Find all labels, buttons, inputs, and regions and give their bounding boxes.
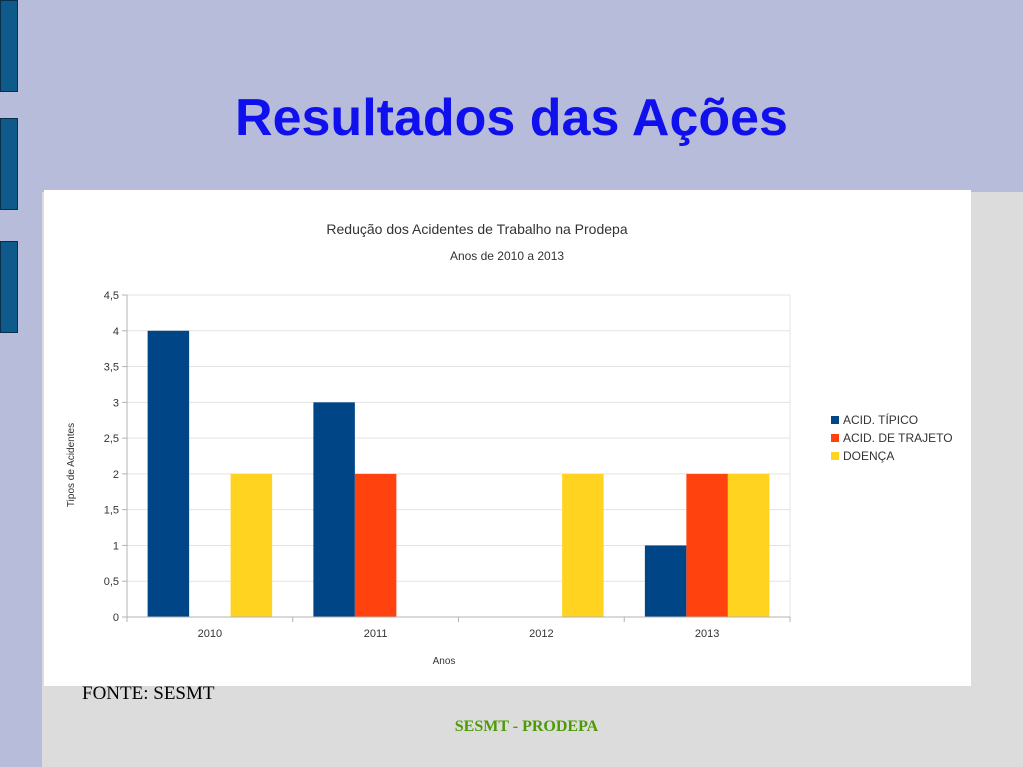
- legend-label: DOENÇA: [843, 449, 894, 463]
- legend-label: ACID. DE TRAJETO: [843, 431, 953, 445]
- y-tick-label: 2: [113, 469, 119, 481]
- bar-chart: Redução dos Acidentes de Trabalho na Pro…: [66, 221, 953, 667]
- legend-swatch: [831, 452, 839, 460]
- chart-title: Redução dos Acidentes de Trabalho na Pro…: [326, 221, 627, 237]
- y-tick-label: 1,5: [104, 505, 119, 517]
- y-tick-label: 1: [113, 540, 119, 552]
- axes-group: 0 0,5 1 1,5 2 2,5 3 3,5 4 4,5 2010 2011 2012 2013: [104, 290, 791, 640]
- bar: [230, 473, 273, 617]
- y-tick-label: 4,5: [104, 290, 119, 302]
- nav-tab-2[interactable]: [0, 118, 18, 210]
- bar: [727, 473, 770, 617]
- y-tick-label: 3,5: [104, 362, 119, 374]
- x-tick-label: 2011: [364, 628, 388, 640]
- bar: [354, 473, 397, 617]
- bar: [562, 473, 604, 617]
- source-note: FONTE: SESMT: [82, 683, 215, 704]
- footer-text: SESMT - PRODEPA: [454, 718, 599, 735]
- bar: [313, 402, 355, 617]
- bar: [686, 473, 728, 617]
- legend: ACID. TÍPICO ACID. DE TRAJETO DOENÇA: [831, 412, 953, 463]
- x-tick-label: 2013: [695, 628, 719, 640]
- y-tick-label: 3: [113, 397, 119, 409]
- y-tick-label: 0: [113, 612, 119, 624]
- bar: [644, 545, 687, 617]
- chart-subtitle: Anos de 2010 a 2013: [450, 249, 564, 263]
- bar: [147, 330, 190, 617]
- x-axis-label: Anos: [433, 656, 456, 667]
- x-tick-label: 2012: [529, 628, 553, 640]
- legend-swatch: [831, 416, 839, 424]
- left-sidebar: [0, 0, 42, 767]
- bars-group: [147, 330, 770, 617]
- slide-title: Resultados das Ações: [235, 89, 788, 147]
- y-tick-label: 2,5: [104, 433, 119, 445]
- y-axis-label: Tipos de Acidentes: [66, 423, 77, 507]
- y-tick-label: 0,5: [104, 576, 119, 588]
- legend-swatch: [831, 434, 839, 442]
- chart-container: Redução dos Acidentes de Trabalho na Pro…: [44, 190, 971, 686]
- nav-tab-1[interactable]: [0, 0, 18, 92]
- legend-label: ACID. TÍPICO: [843, 412, 918, 427]
- x-tick-label: 2010: [198, 628, 222, 640]
- y-tick-label: 4: [113, 326, 119, 338]
- nav-tab-3[interactable]: [0, 241, 18, 333]
